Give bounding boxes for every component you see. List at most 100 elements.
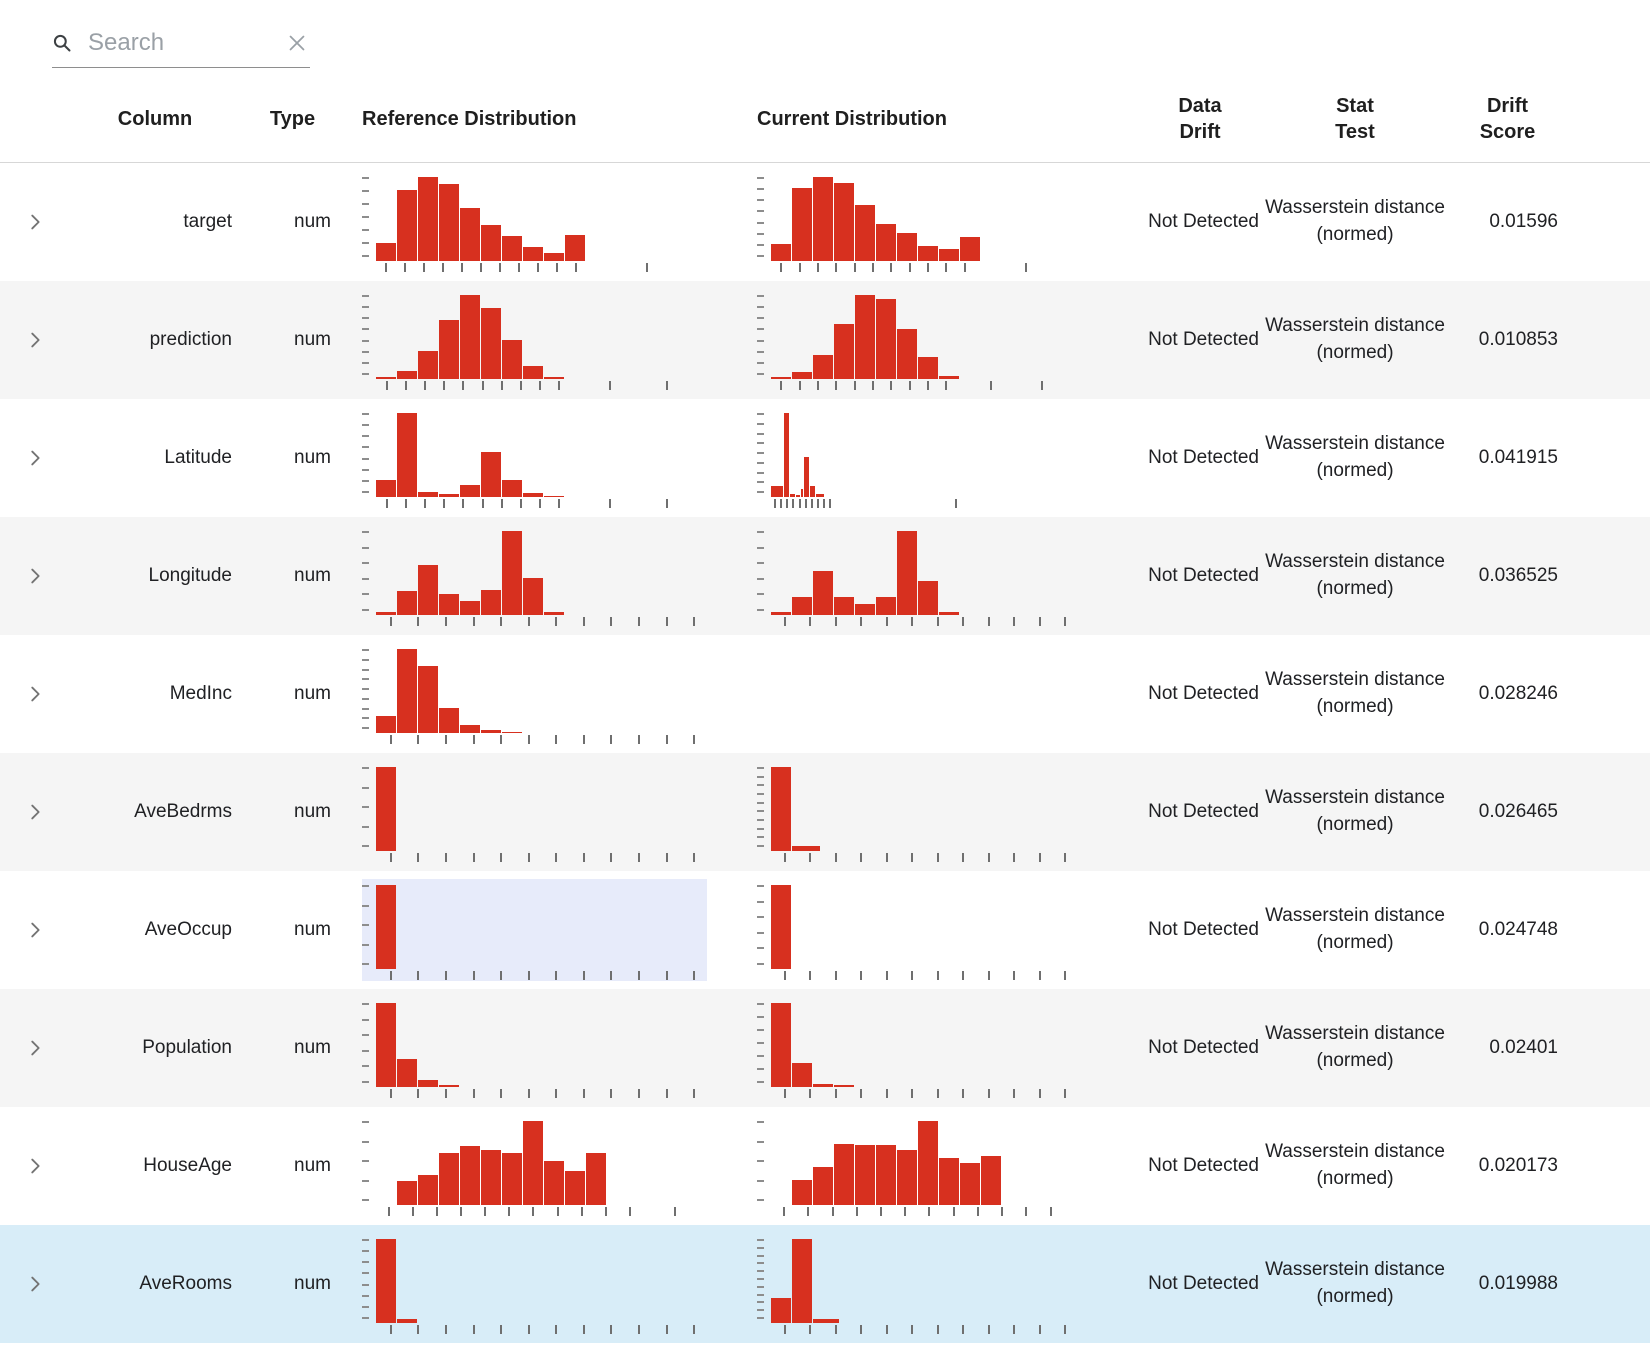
y-axis-ticks	[757, 767, 765, 851]
histogram-bar	[981, 1156, 1001, 1205]
expand-row-chevron-icon[interactable]	[20, 443, 50, 473]
search-box[interactable]	[52, 28, 310, 68]
row-expand-cell	[0, 443, 70, 473]
reference-distribution-chart[interactable]	[362, 525, 707, 627]
current-distribution-chart[interactable]	[757, 171, 1077, 273]
x-axis-ticks	[771, 499, 1077, 509]
drift-score: 0.036525	[1478, 565, 1558, 586]
x-axis-ticks	[771, 853, 1077, 863]
clear-search-icon[interactable]	[284, 30, 310, 56]
x-axis-ticks	[771, 381, 1077, 391]
current-distribution-chart[interactable]	[757, 1115, 1077, 1217]
histogram-bar	[918, 1121, 938, 1205]
table-row[interactable]: prediction num Not Detected Wasserstein dis…	[0, 281, 1650, 399]
histogram-bars	[771, 177, 1077, 261]
header-column: Column	[117, 108, 193, 130]
histogram-bar	[376, 1003, 396, 1087]
reference-distribution-cell	[345, 761, 740, 863]
histogram-bar	[523, 247, 543, 261]
histogram-bar	[460, 485, 480, 497]
expand-row-chevron-icon[interactable]	[20, 561, 50, 591]
histogram-bar	[813, 1084, 833, 1087]
reference-distribution-chart[interactable]	[362, 171, 707, 273]
histogram-bar	[376, 480, 396, 497]
column-name: Longitude	[148, 565, 232, 586]
histogram-bar	[544, 377, 564, 379]
search-input[interactable]	[86, 28, 284, 58]
histogram-bar	[523, 1121, 543, 1205]
reference-distribution-chart[interactable]	[362, 1233, 707, 1335]
histogram-bar	[784, 413, 789, 497]
current-distribution-chart[interactable]	[757, 879, 1077, 981]
histogram-bar	[796, 495, 800, 497]
reference-distribution-chart[interactable]	[362, 1115, 707, 1217]
histogram-bars	[771, 1003, 1077, 1087]
drift-score: 0.028246	[1478, 683, 1558, 704]
histogram-bar	[939, 612, 959, 615]
histogram-bar	[897, 531, 917, 615]
current-distribution-cell	[740, 289, 1135, 391]
histogram-bars	[771, 1121, 1077, 1205]
histogram-bar	[418, 666, 438, 733]
reference-distribution-chart[interactable]	[362, 997, 707, 1099]
histogram-bars	[376, 885, 707, 969]
reference-distribution-chart[interactable]	[362, 407, 707, 509]
table-row[interactable]: AveOccup num Not Detected Wasserstein dista…	[0, 871, 1650, 989]
histogram-bars	[376, 649, 707, 733]
header-stat-test: Stat Test	[1335, 95, 1375, 143]
current-distribution-cell	[740, 1233, 1135, 1335]
table-row[interactable]: Longitude num Not Detected Wasserstein dist…	[0, 517, 1650, 635]
x-axis-ticks	[771, 1325, 1077, 1335]
reference-distribution-chart[interactable]	[362, 289, 707, 391]
current-distribution-chart[interactable]	[757, 997, 1077, 1099]
histogram-bars	[771, 767, 1077, 851]
histogram-bar	[397, 1319, 417, 1323]
histogram-bar	[397, 190, 417, 261]
drift-score: 0.041915	[1478, 447, 1558, 468]
table-row[interactable]: Population num Not Detected Wasserstein dis…	[0, 989, 1650, 1107]
expand-row-chevron-icon[interactable]	[20, 207, 50, 237]
histogram-bar	[502, 236, 522, 261]
expand-row-chevron-icon[interactable]	[20, 679, 50, 709]
expand-row-chevron-icon[interactable]	[20, 915, 50, 945]
table-row[interactable]: target num Not Detected Wasserstein distanc…	[0, 163, 1650, 281]
current-distribution-cell	[740, 761, 1135, 863]
histogram-bar	[918, 581, 938, 615]
table-row[interactable]: AveRooms num Not Detected Wasserstein dista…	[0, 1225, 1650, 1343]
histogram-bar	[502, 732, 522, 733]
reference-distribution-chart[interactable]	[362, 643, 707, 745]
histogram-bar	[771, 767, 791, 851]
search-icon	[53, 34, 71, 52]
histogram-bars	[376, 1239, 707, 1323]
expand-row-chevron-icon[interactable]	[20, 1033, 50, 1063]
current-distribution-chart[interactable]	[757, 1233, 1077, 1335]
table-row[interactable]: Latitude num Not Detected Wasserstein dista…	[0, 399, 1650, 517]
expand-row-chevron-icon[interactable]	[20, 1151, 50, 1181]
current-distribution-chart[interactable]	[757, 761, 1077, 863]
current-distribution-chart[interactable]	[757, 289, 1077, 391]
reference-distribution-chart[interactable]	[362, 879, 707, 981]
table-row[interactable]: MedInc num Not Detected Wasserstein distanc…	[0, 635, 1650, 753]
expand-row-chevron-icon[interactable]	[20, 1269, 50, 1299]
expand-row-chevron-icon[interactable]	[20, 325, 50, 355]
y-axis-ticks	[362, 295, 370, 379]
histogram-bar	[502, 531, 522, 615]
histogram-bars	[771, 885, 1077, 969]
histogram-bar	[460, 725, 480, 733]
reference-distribution-cell	[345, 171, 740, 273]
table-row[interactable]: AveBedrms num Not Detected Wasserstein dist…	[0, 753, 1650, 871]
histogram-bar	[813, 1167, 833, 1205]
histogram-bar	[960, 1163, 980, 1205]
histogram-bars	[376, 177, 707, 261]
histogram-bar	[816, 494, 824, 497]
reference-distribution-cell	[345, 1115, 740, 1217]
histogram-bars	[771, 413, 1077, 497]
histogram-bar	[376, 885, 396, 969]
expand-row-chevron-icon[interactable]	[20, 797, 50, 827]
histogram-bar	[481, 225, 501, 261]
table-row[interactable]: HouseAge num Not Detected Wasserstein dista…	[0, 1107, 1650, 1225]
current-distribution-chart[interactable]	[757, 407, 1077, 509]
histogram-bar	[439, 494, 459, 497]
current-distribution-chart[interactable]	[757, 525, 1077, 627]
reference-distribution-chart[interactable]	[362, 761, 707, 863]
